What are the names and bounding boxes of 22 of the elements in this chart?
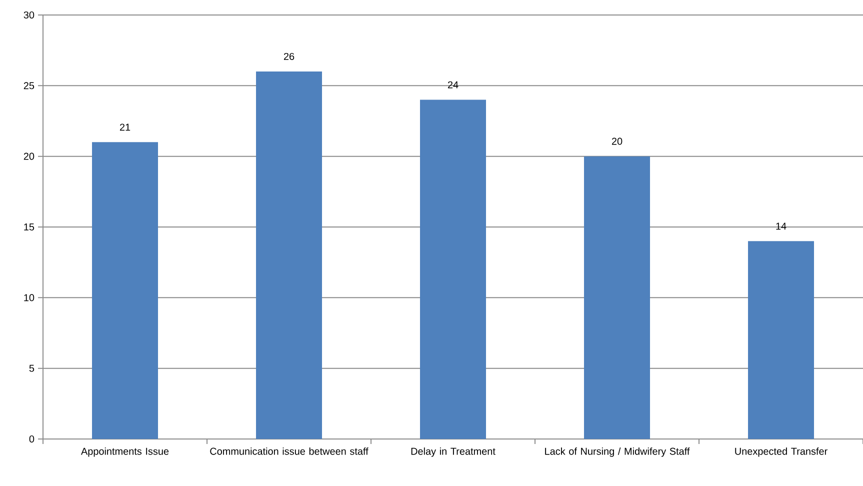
bar (420, 100, 486, 439)
y-tick-label: 0 (29, 435, 34, 443)
bar (748, 241, 814, 439)
bar (584, 156, 650, 439)
data-label: 24 (448, 81, 458, 88)
x-tick-label: Lack of Nursing / Midwifery Staff (545, 448, 690, 457)
y-tick-label: 15 (24, 224, 34, 230)
bar (92, 142, 158, 439)
x-tick-label: Unexpected Transfer (735, 448, 828, 457)
x-tick-label: Communication issue between staff (210, 448, 368, 455)
data-label: 26 (284, 52, 294, 60)
x-tick-label: Appointments Issue (81, 448, 169, 457)
y-tick-label: 30 (24, 11, 34, 19)
y-tick-label: 5 (29, 364, 34, 372)
x-tick-label: Delay in Treatment (411, 448, 496, 457)
y-tick-label: 10 (24, 294, 34, 302)
data-label: 14 (776, 222, 786, 230)
data-label: 20 (612, 138, 622, 145)
data-label: 21 (120, 124, 130, 131)
bar (256, 72, 322, 439)
y-tick-label: 25 (24, 82, 34, 90)
y-tick-label: 20 (24, 152, 34, 160)
